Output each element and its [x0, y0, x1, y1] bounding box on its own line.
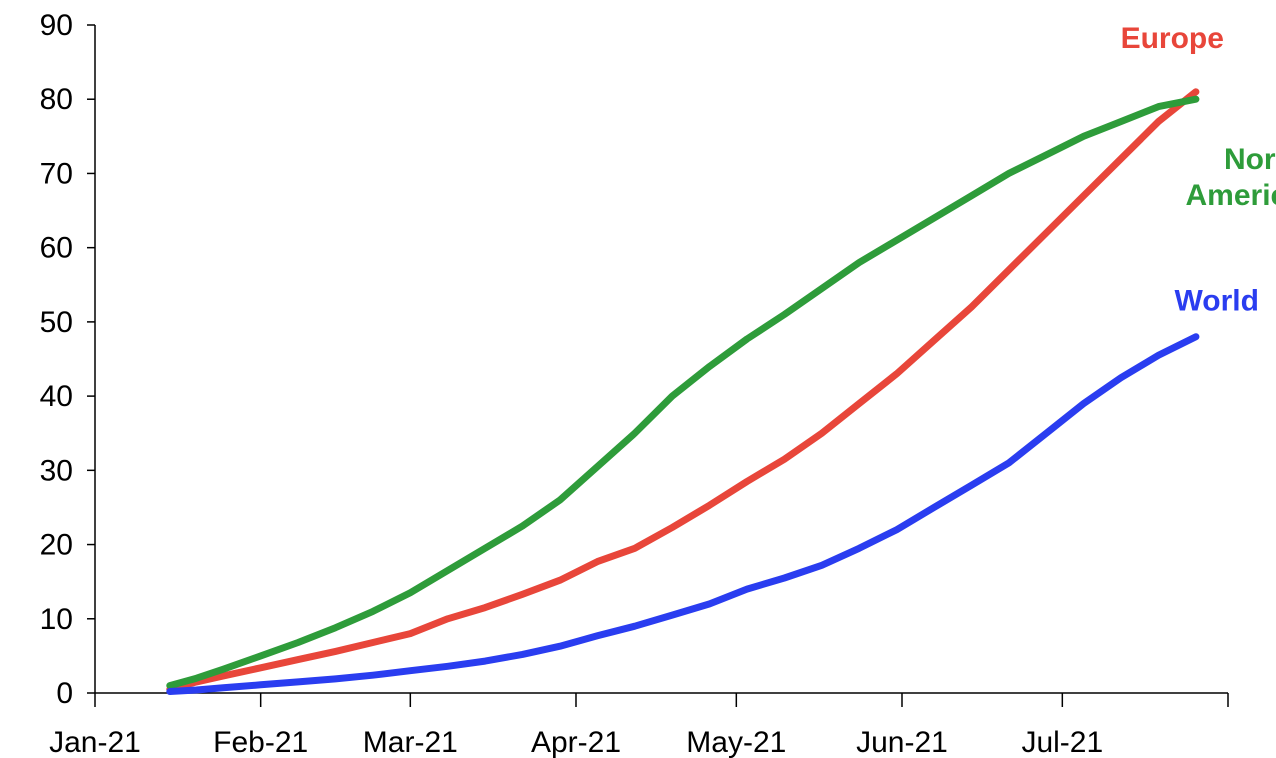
series-label-europe: Europe — [1121, 22, 1224, 55]
y-tick-label: 20 — [40, 529, 73, 562]
x-tick-label: Jun-21 — [856, 726, 948, 758]
y-tick-label: 80 — [40, 83, 73, 116]
series-label-north-america: America — [1186, 179, 1276, 212]
y-tick-label: 0 — [56, 677, 73, 710]
x-tick-label: Feb-21 — [213, 726, 308, 758]
x-tick-label: Apr-21 — [531, 726, 621, 758]
series-label-north-america: North — [1224, 143, 1276, 176]
y-tick-label: 50 — [40, 306, 73, 339]
y-tick-label: 40 — [40, 380, 73, 413]
series-labels: Europe NorthAmerica World — [1121, 22, 1276, 318]
series-line-europe — [166, 88, 1200, 693]
series-line-world — [166, 333, 1200, 695]
y-tick-label: 30 — [40, 454, 73, 487]
x-axis-ticks: Jan-21 Feb-21 Mar-21 Apr-21 May-21 Jun-21 Jul-… — [49, 693, 1229, 758]
y-tick-label: 90 — [40, 9, 73, 42]
series-label-world: World — [1174, 285, 1258, 318]
y-tick-label: 10 — [40, 603, 73, 636]
y-tick-label: 60 — [40, 232, 73, 265]
x-tick-label: Mar-21 — [363, 726, 458, 758]
x-tick-label: Jan-21 — [49, 726, 141, 758]
x-tick-label: Jul-21 — [1021, 726, 1103, 758]
series-line-north-america — [166, 95, 1200, 690]
y-tick-label: 70 — [40, 157, 73, 190]
x-tick-label: May-21 — [686, 726, 786, 758]
y-axis-ticks: 0 10 20 30 40 50 60 70 80 90 — [40, 9, 95, 710]
series-lines — [166, 88, 1200, 695]
